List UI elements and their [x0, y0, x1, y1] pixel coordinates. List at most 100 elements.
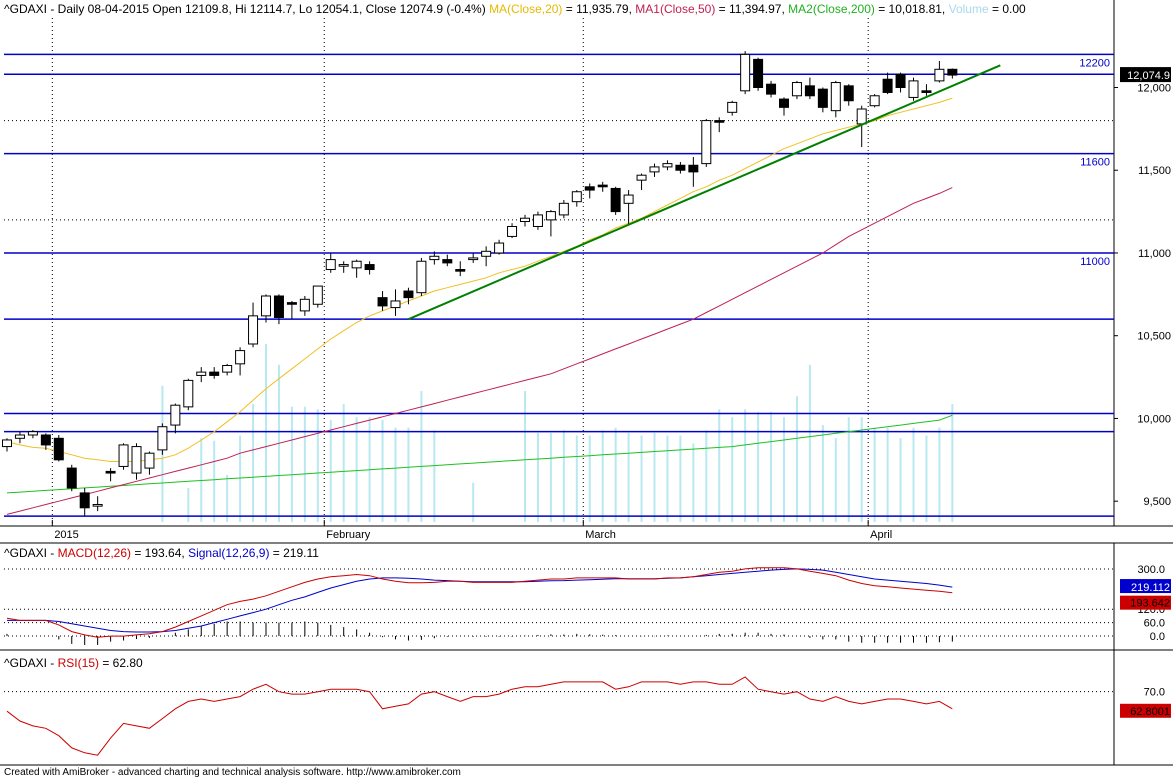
macd-axis-label: 60.0 [1144, 618, 1165, 630]
price-axis-label: 11,500 [1138, 165, 1171, 177]
volume-bar [524, 391, 526, 522]
candle-body [222, 364, 233, 373]
volume-value: = 0.00 [988, 2, 1026, 16]
candle-body [351, 260, 362, 269]
macd-axis-label: 300.0 [1137, 564, 1165, 576]
ma200-value: = 10,018.81, [874, 2, 946, 16]
candle-body [701, 120, 712, 165]
candle-body [286, 302, 297, 305]
candle-body [338, 264, 349, 267]
price-axis-label: 10,000 [1137, 413, 1171, 425]
candle-body [882, 78, 893, 93]
footer-credit: Created with AmiBroker - advanced charti… [4, 767, 461, 778]
volume-bar [601, 430, 604, 522]
candle-body [649, 166, 660, 173]
rsi-panel: 70.0 62.8001 [0, 650, 1173, 766]
candle-body [908, 80, 919, 98]
macd-symbol: ^GDAXI - [4, 546, 58, 560]
signal-value-label: 219.112 [1131, 582, 1170, 594]
volume-bar [433, 430, 436, 522]
price-axis-label: 10,500 [1137, 331, 1171, 343]
candle-body [325, 259, 336, 271]
candle-body [869, 95, 880, 107]
candle-body [714, 120, 725, 123]
volume-bar [342, 404, 345, 522]
volume-bar [355, 417, 358, 522]
horizontal-level-label: 12200 [1079, 57, 1110, 69]
candle-body [494, 242, 505, 254]
volume-bar [536, 432, 539, 522]
candle-body [261, 295, 271, 317]
volume-bar [692, 443, 695, 522]
candle-body [662, 163, 673, 168]
volume-bar [472, 482, 475, 522]
date-label: 2015 [54, 529, 78, 541]
candle-body [727, 101, 738, 113]
candle-body [740, 53, 751, 92]
rsi-title: ^GDAXI - RSI(15) = 62.80 [4, 656, 143, 670]
date-label: March [585, 529, 616, 541]
candle-body [507, 225, 518, 237]
price-panel: 12200 11600 11000 9,500 10,000 10,500 11,000 11… [0, 0, 1173, 541]
candle-body [675, 164, 686, 171]
volume-bar [420, 391, 423, 522]
volume-bar [187, 487, 190, 522]
volume-bar [407, 427, 410, 522]
candle-body [545, 211, 556, 221]
candle-body [636, 174, 647, 181]
candle-body [235, 350, 246, 365]
volume-bar [653, 432, 656, 522]
date-label: April [870, 529, 892, 541]
rsi-value-label: 62.8001 [1130, 706, 1170, 718]
volume-bar [394, 427, 397, 522]
ma50-legend: MA1(Close,50) [635, 2, 716, 16]
candle-body [79, 492, 90, 509]
candle-body [170, 404, 181, 426]
volume-bar [770, 411, 773, 522]
ma200-line [6, 414, 953, 494]
candle-body [416, 260, 427, 294]
candle-body [273, 295, 284, 319]
candle-body [455, 269, 466, 272]
volume-bar [731, 417, 734, 522]
volume-bar [588, 435, 591, 522]
volume-bar [912, 427, 915, 522]
candle-body [144, 452, 155, 469]
candle-body [442, 259, 453, 264]
volume-bar [303, 406, 306, 522]
volume-bar [614, 427, 617, 522]
volume-bar [795, 396, 798, 522]
signal-value-box [1120, 579, 1171, 594]
rsi-legend: RSI(15) [57, 656, 99, 670]
candle-body [390, 300, 401, 309]
volume-bar [666, 435, 669, 522]
price-axis-label: 12,000 [1137, 82, 1171, 94]
macd-title: ^GDAXI - MACD(12,26) = 193.64, Signal(12… [4, 546, 319, 560]
candle-body [791, 82, 802, 97]
macd-value: = 193.64, [131, 546, 185, 560]
horizontal-level-label: 11000 [1080, 256, 1110, 268]
volume-bar [834, 438, 837, 522]
ma50-value: = 11,394.97, [715, 2, 785, 16]
candle-body [921, 90, 932, 93]
volume-bar [873, 427, 876, 522]
volume-bar [925, 435, 928, 522]
macd-value-box [1120, 595, 1171, 610]
volume-bar [951, 404, 954, 522]
candle-body [895, 73, 906, 88]
volume-bar [757, 411, 760, 522]
volume-bar [226, 474, 229, 522]
volume-bar [627, 432, 630, 522]
volume-bar [239, 435, 242, 522]
candle-body [532, 214, 543, 227]
volume-bar [562, 430, 565, 522]
candle-body [688, 164, 699, 173]
trend-line [408, 64, 1001, 321]
candle-body [157, 426, 168, 451]
volume-bar [705, 430, 708, 522]
volume-bar [938, 427, 941, 522]
candle-body [584, 186, 595, 191]
candle-body [92, 503, 103, 507]
